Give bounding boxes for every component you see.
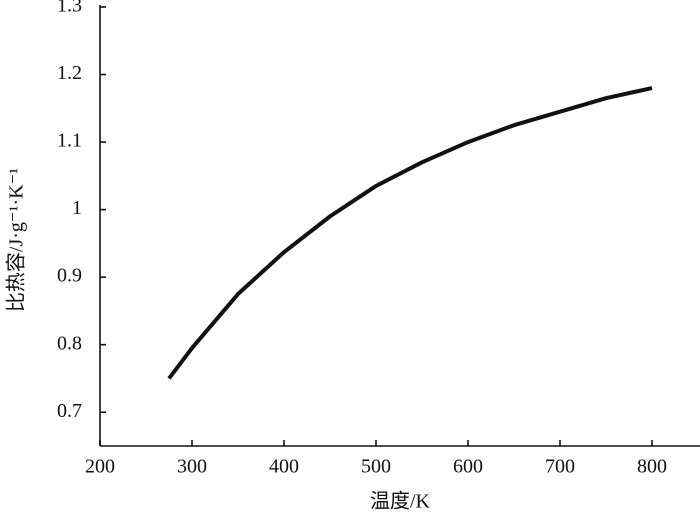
x-tick-label: 700	[545, 456, 575, 478]
x-tick-label: 200	[85, 456, 115, 478]
y-tick-label: 0.8	[57, 332, 82, 354]
x-tick-label: 300	[177, 456, 207, 478]
x-axis-title: 温度/K	[370, 490, 431, 513]
y-tick-label: 1	[72, 197, 82, 219]
x-tick-label: 500	[361, 456, 391, 478]
x-tick-label: 800	[637, 456, 667, 478]
y-tick-label: 0.7	[57, 400, 82, 422]
y-tick-label: 1.2	[57, 62, 82, 84]
x-tick-label: 600	[453, 456, 483, 478]
line	[167, 86, 653, 380]
y-tick-label: 1.1	[57, 130, 82, 152]
x-tick-label: 400	[269, 456, 299, 478]
y-tick-label: 1.3	[57, 0, 82, 17]
y-tick-label: 0.9	[57, 265, 82, 287]
y-axis-title: 比热容/J·g⁻¹·K⁻¹	[5, 168, 28, 312]
